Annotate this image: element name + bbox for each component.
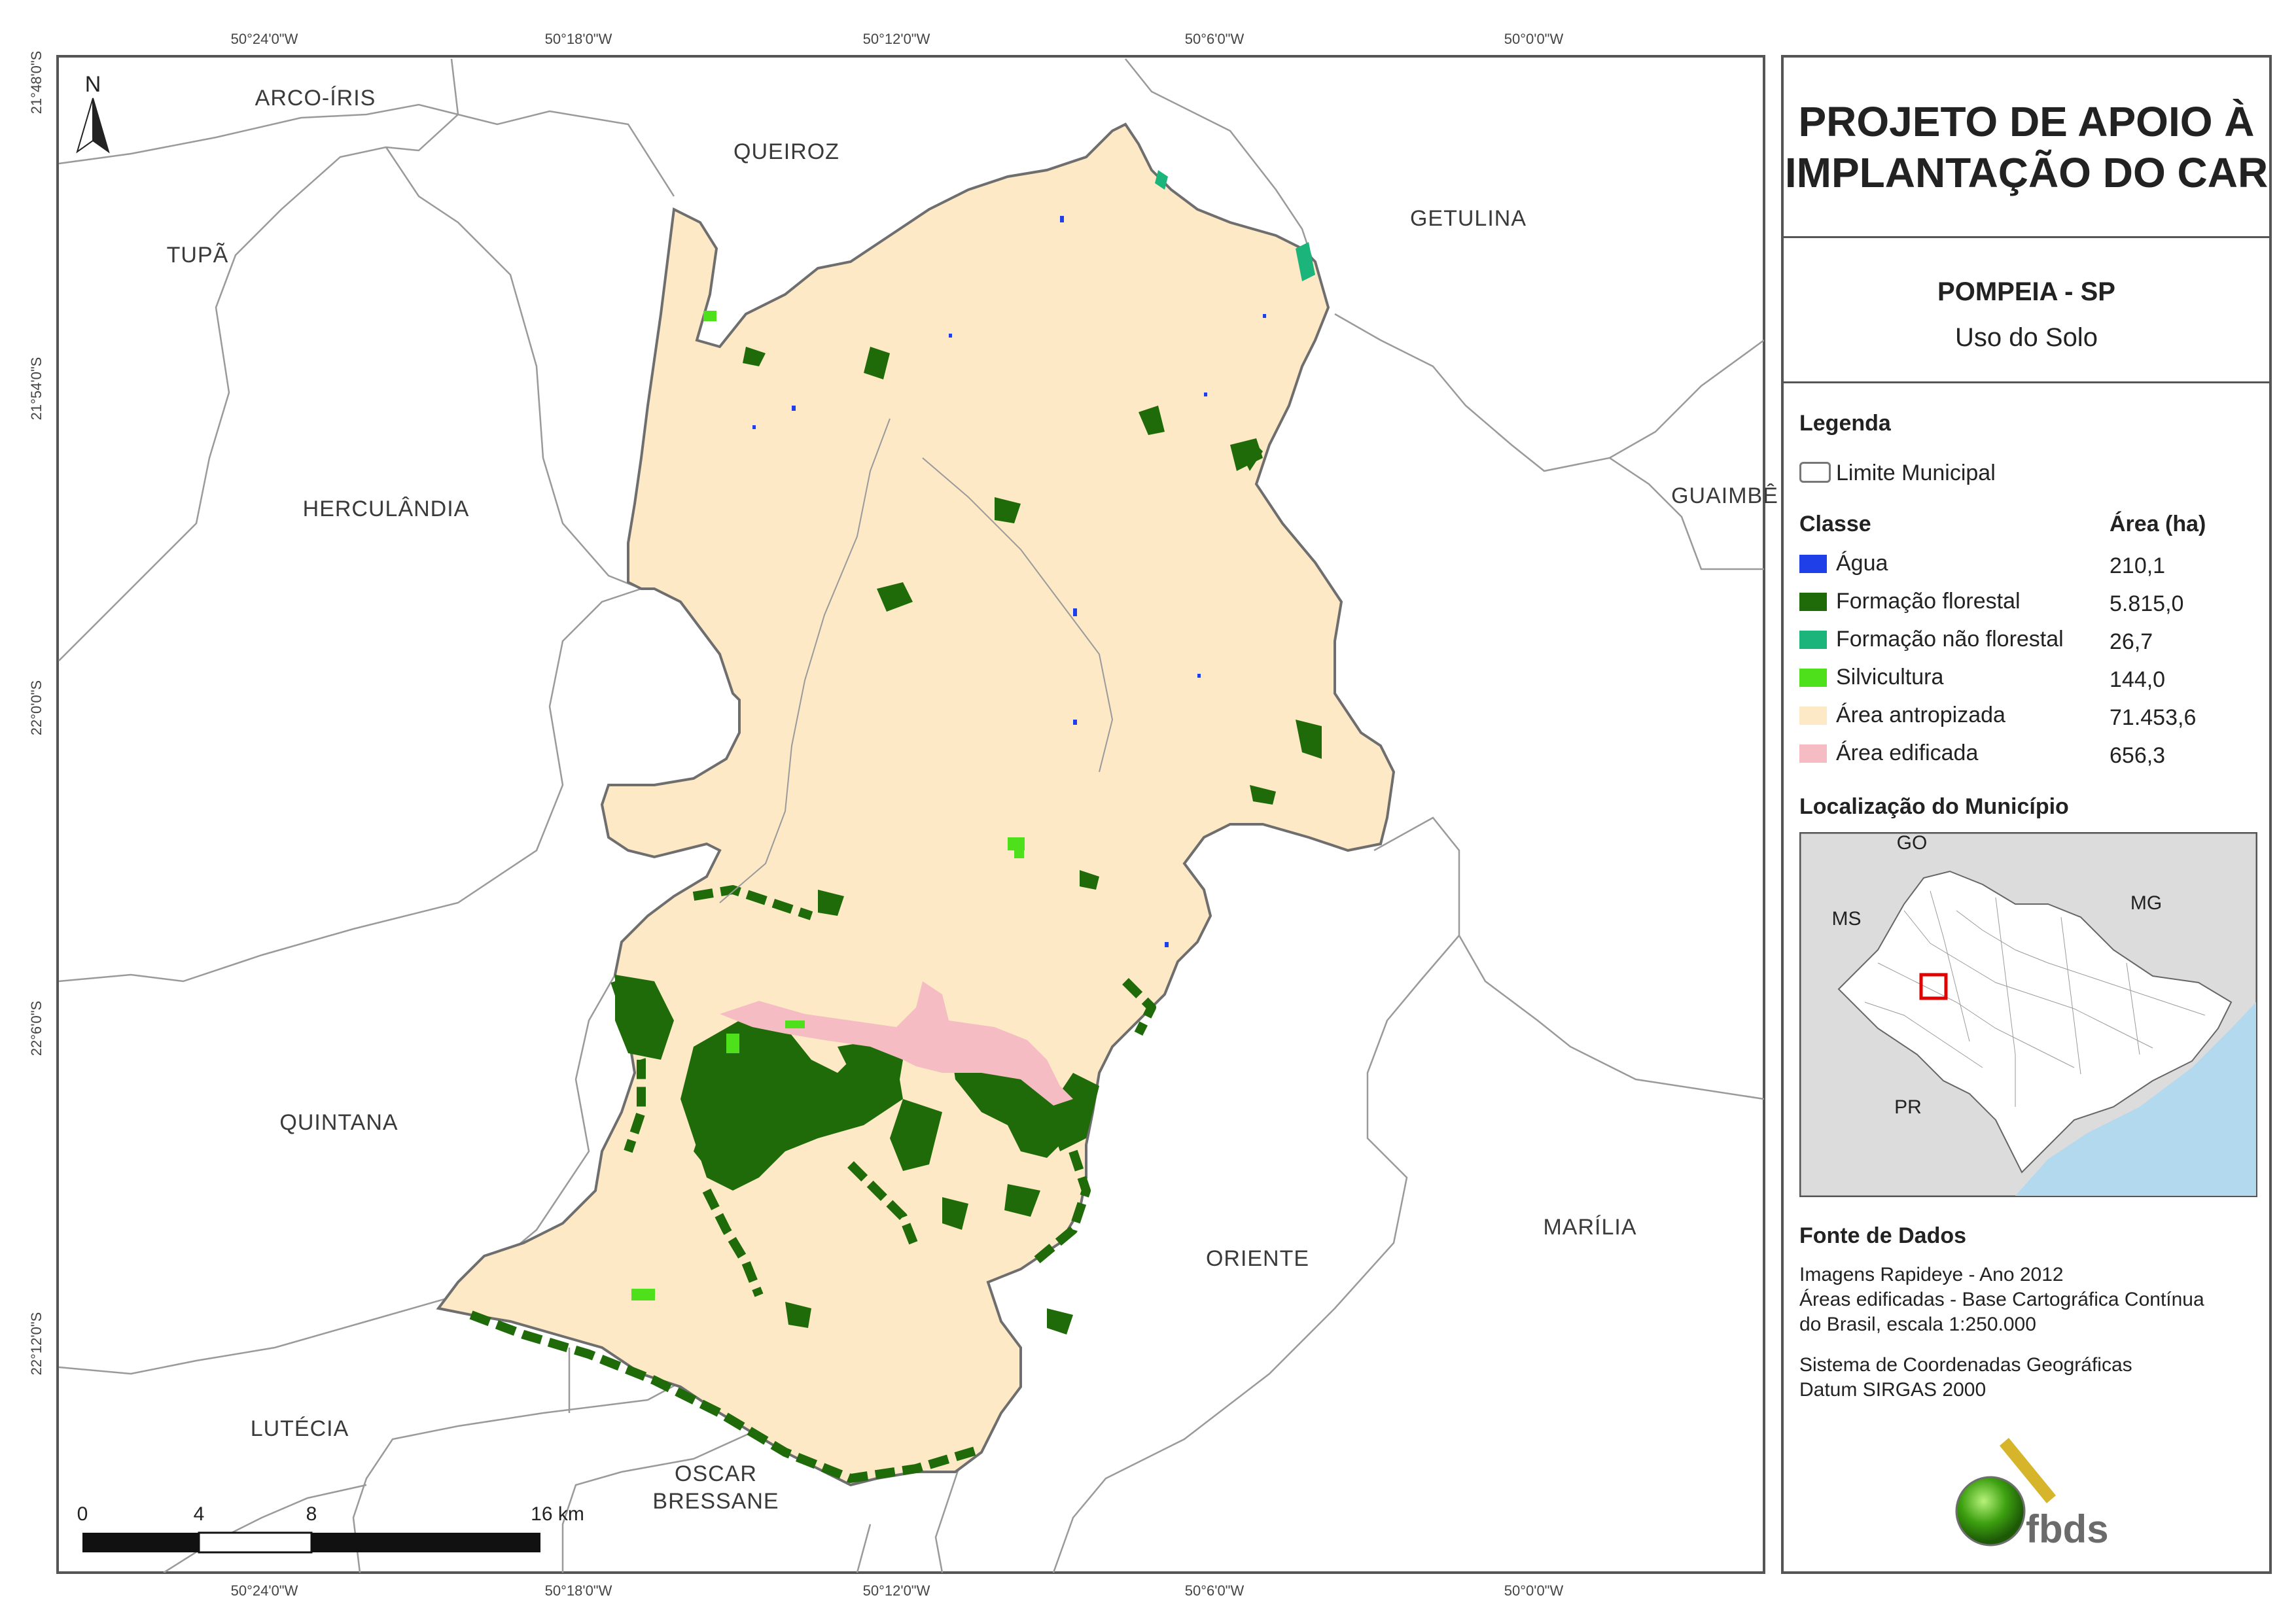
legend-swatch-0 (1799, 555, 1827, 573)
title-block: PROJETO DE APOIO À IMPLANTAÇÃO DO CAR (1784, 58, 2269, 238)
municipal-limit-swatch (1799, 462, 1831, 483)
lon-tick-top-5: 50°0'0"W (1504, 31, 1564, 47)
legend-swatch-3 (1799, 669, 1827, 687)
sources-line-5: Datum SIRGAS 2000 (1799, 1379, 1987, 1401)
label-queiroz: QUEIROZ (733, 139, 839, 164)
project-title-line2: IMPLANTAÇÃO DO CAR (1784, 148, 2269, 196)
lat-tick-3: 22°0'0"S (28, 680, 44, 736)
lon-tick-top-2: 50°18'0"W (544, 31, 612, 47)
legend-swatch-5 (1799, 744, 1827, 763)
municipality-subtitle: Uso do Solo (1955, 323, 2098, 352)
fbds-logo-text: fbds (2026, 1507, 2109, 1551)
lon-tick-bottom-5: 50°0'0"W (1504, 1582, 1564, 1599)
sources-line-3: do Brasil, escala 1:250.000 (1799, 1314, 2036, 1335)
legend-class-label: Formação florestal (1836, 589, 2021, 614)
label-herculandia: HERCULÂNDIA (302, 497, 470, 521)
legend-class-area: 71.453,6 (2110, 705, 2197, 730)
river (719, 418, 1114, 903)
inset-label-go: GO (1897, 832, 1928, 854)
lat-tick-2: 21°54'0"S (28, 357, 44, 421)
location-title: Localização do Município (1799, 794, 2069, 819)
lat-tick-4: 22°6'0"S (28, 1000, 44, 1056)
project-title: PROJETO DE APOIO À IMPLANTAÇÃO DO CAR (1785, 96, 2268, 198)
legend-class-area: 5.815,0 (2110, 591, 2184, 616)
silviculture-patches (631, 311, 1025, 1300)
legend-swatch-2 (1799, 631, 1827, 649)
class-header: Classe (1799, 512, 1871, 536)
label-oscar-line1: OSCAR (675, 1461, 757, 1486)
north-arrow-icon (76, 97, 110, 154)
legend-title: Legenda (1799, 411, 1891, 436)
sources-line-2: Áreas edificadas - Base Cartográfica Con… (1799, 1289, 2204, 1310)
legend-class-area: 26,7 (2110, 629, 2153, 654)
pompeia-locator (1919, 973, 1948, 1000)
lat-tick-5: 22°12'0"S (28, 1312, 44, 1376)
label-oscar-line2: BRESSANE (652, 1489, 779, 1514)
municipal-limit-label: Limite Municipal (1836, 461, 1996, 485)
label-tupa: TUPÃ (166, 243, 229, 268)
label-arco-iris: ARCO-ÍRIS (255, 86, 376, 111)
scale-label-8: 8 (306, 1503, 317, 1525)
label-getulina: GETULINA (1409, 206, 1527, 231)
sources-title: Fonte de Dados (1799, 1223, 1967, 1248)
municipality-block: POMPEIA - SP Uso do Solo (1784, 238, 2269, 383)
location-inset-map: GO MS MG PR (1799, 832, 2257, 1197)
municipality-title: POMPEIA - SP (1937, 277, 2115, 306)
legend-block: Legenda Limite Municipal Classe Área (ha… (1784, 383, 2269, 1577)
legend-swatch-4 (1799, 707, 1827, 725)
inset-label-mg: MG (2130, 892, 2162, 914)
legend-class-area: 144,0 (2110, 667, 2166, 692)
inset-label-pr: PR (1894, 1096, 1922, 1118)
inset-sea (2015, 1002, 2256, 1196)
nonforest-patches (1155, 170, 1315, 281)
label-guaimbe: GUAIMBÊ (1671, 483, 1778, 508)
urban-area (720, 981, 1073, 1106)
label-quintana: QUINTANA (279, 1110, 398, 1135)
lon-tick-bottom-2: 50°18'0"W (544, 1582, 612, 1599)
lat-tick-1: 21°48'0"S (28, 50, 44, 114)
pompeia-boundary (436, 122, 1396, 1487)
scale-label-0: 0 (77, 1503, 88, 1525)
legend-class-area: 210,1 (2110, 553, 2166, 578)
label-oriente: ORIENTE (1205, 1246, 1310, 1271)
sao-paulo-state (1837, 870, 2233, 1174)
area-header: Área (ha) (2110, 512, 2206, 536)
inset-label-ms: MS (1832, 908, 1862, 930)
scale-label-16km: 16 km (531, 1503, 584, 1525)
lon-tick-top-4: 50°6'0"W (1184, 31, 1245, 47)
lon-tick-bottom-3: 50°12'0"W (862, 1582, 930, 1599)
side-panel: PROJETO DE APOIO À IMPLANTAÇÃO DO CAR PO… (1781, 55, 2272, 1574)
lon-tick-bottom-1: 50°24'0"W (230, 1582, 298, 1599)
lon-tick-top-1: 50°24'0"W (230, 31, 298, 47)
fbds-logo-icon: fbds (1955, 1438, 2109, 1551)
legend-class-area: 656,3 (2110, 743, 2166, 768)
water-patches (752, 216, 1266, 947)
north-letter: N (85, 72, 101, 97)
scale-label-4: 4 (193, 1503, 205, 1525)
legend-class-label: Silvicultura (1836, 665, 1944, 689)
label-oscar-bressane: OSCAR BRESSANE (652, 1460, 779, 1515)
legend-class-label: Formação não florestal (1836, 627, 2064, 652)
project-title-line1: PROJETO DE APOIO À (1798, 97, 2255, 145)
sources-line-4: Sistema de Coordenadas Geográficas (1799, 1354, 2132, 1376)
label-marilia: MARÍLIA (1543, 1215, 1637, 1240)
legend-swatch-1 (1799, 593, 1827, 611)
legend-class-label: Área edificada (1836, 741, 1979, 765)
sources-line-1: Imagens Rapideye - Ano 2012 (1799, 1264, 2064, 1285)
lon-tick-bottom-4: 50°6'0"W (1184, 1582, 1245, 1599)
legend-class-label: Água (1836, 551, 1888, 576)
label-lutecia: LUTÉCIA (250, 1416, 349, 1441)
scale-bar (82, 1531, 540, 1554)
lon-tick-top-3: 50°12'0"W (862, 31, 930, 47)
forest-fringe (469, 885, 1156, 1483)
inset-municipal-grid (1864, 890, 2206, 1107)
legend-class-label: Área antropizada (1836, 703, 2005, 727)
